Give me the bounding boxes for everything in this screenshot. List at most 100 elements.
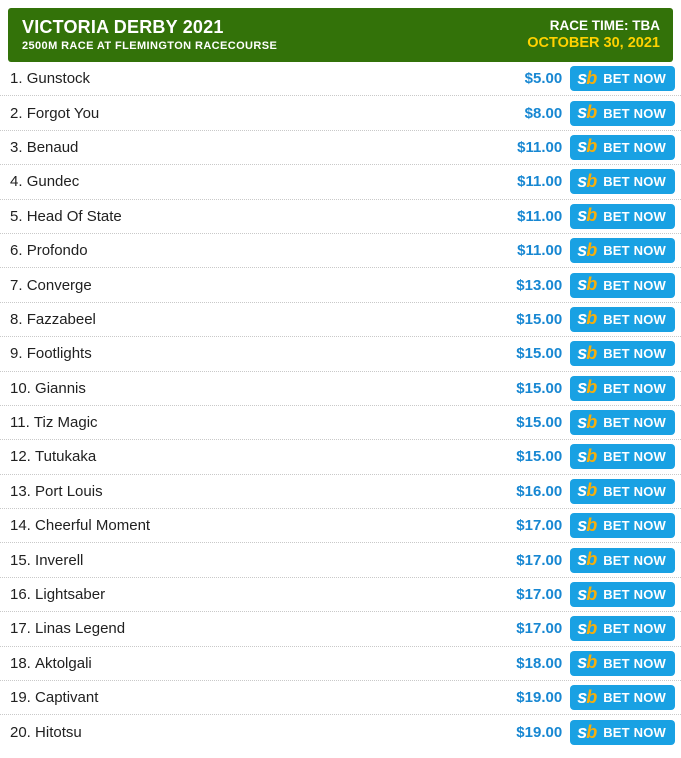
sportsbet-logo-s: s [577, 308, 587, 329]
sportsbet-logo-b: b [586, 480, 597, 501]
runner-number: 3. [10, 138, 23, 156]
runner-odds: $11.00 [517, 242, 563, 260]
sportsbet-logo-b: b [586, 239, 597, 260]
bet-now-button[interactable]: sb BET NOW [570, 134, 675, 160]
sportsbet-logo-s: s [577, 377, 587, 398]
bet-now-button[interactable]: sb BET NOW [570, 513, 675, 539]
runner-name: 10. Giannis [10, 380, 516, 397]
runner-row: 11. Tiz Magic $15.00 sb BET NOW [0, 406, 681, 441]
runner-number: 16. [10, 586, 31, 604]
bet-now-button[interactable]: sb BET NOW [570, 685, 675, 711]
runner-name-text: Captivant [35, 689, 99, 707]
bet-now-button[interactable]: sb BET NOW [570, 616, 675, 642]
sportsbet-logo-b: b [586, 583, 597, 604]
runner-row: 9. Footlights $15.00 sb BET NOW [0, 337, 681, 372]
bet-now-label: BET NOW [603, 518, 666, 534]
runner-name: 12. Tutukaka [10, 448, 516, 465]
runner-name: 9. Footlights [10, 345, 516, 362]
sportsbet-logo-b: b [586, 686, 597, 707]
bet-now-button[interactable]: sb BET NOW [570, 341, 675, 367]
sportsbet-logo-b: b [586, 102, 597, 123]
sportsbet-logo-icon: sb [577, 721, 597, 742]
sportsbet-logo-b: b [586, 67, 597, 88]
sportsbet-logo-s: s [577, 102, 587, 123]
runner-odds: $17.00 [516, 517, 563, 535]
bet-now-button[interactable]: sb BET NOW [570, 272, 675, 298]
bet-now-button[interactable]: sb BET NOW [570, 375, 675, 401]
sportsbet-logo-b: b [586, 377, 597, 398]
runner-number: 11. [10, 414, 30, 432]
runner-row: 3. Benaud $11.00 sb BET NOW [0, 131, 681, 166]
runner-row: 13. Port Louis $16.00 sb BET NOW [0, 475, 681, 510]
sportsbet-logo-s: s [577, 480, 587, 501]
sportsbet-logo-b: b [586, 205, 597, 226]
sportsbet-logo-icon: sb [577, 619, 597, 637]
bet-now-label: BET NOW [603, 415, 666, 431]
sportsbet-logo-s: s [577, 686, 587, 707]
sportsbet-logo-s: s [577, 583, 587, 604]
runner-number: 2. [10, 104, 23, 122]
bet-now-button[interactable]: sb BET NOW [570, 203, 675, 229]
sportsbet-logo-b: b [586, 136, 597, 157]
runner-odds: $15.00 [516, 310, 563, 328]
runner-name: 5. Head Of State [10, 208, 517, 225]
bet-now-button[interactable]: sb BET NOW [570, 582, 675, 608]
bet-now-button[interactable]: sb BET NOW [570, 720, 675, 746]
bet-now-button[interactable]: sb BET NOW [570, 100, 675, 126]
runner-row: 18. Aktolgali $18.00 sb BET NOW [0, 647, 681, 682]
bet-now-button[interactable]: sb BET NOW [570, 66, 675, 92]
runner-name-text: Gunstock [26, 70, 91, 88]
bet-now-button[interactable]: sb BET NOW [570, 169, 675, 195]
runner-number: 1. [10, 70, 23, 88]
bet-now-label: BET NOW [603, 277, 666, 293]
runner-name-text: Forgot You [26, 104, 100, 122]
runner-row: 5. Head Of State $11.00 sb BET NOW [0, 200, 681, 234]
sportsbet-logo-icon: sb [577, 377, 597, 398]
runner-number: 8. [10, 310, 23, 328]
runner-number: 12. [10, 448, 31, 466]
bet-now-label: BET NOW [603, 71, 666, 87]
runner-name: 15. Inverell [10, 552, 516, 569]
sportsbet-logo-icon: sb [577, 136, 597, 157]
sportsbet-logo-s: s [577, 170, 587, 191]
bet-now-label: BET NOW [603, 346, 666, 362]
sportsbet-logo-b: b [586, 721, 597, 742]
sportsbet-logo-b: b [586, 411, 597, 432]
sportsbet-logo-s: s [577, 342, 587, 363]
runner-name-text: Gundec [26, 173, 80, 191]
bet-now-label: BET NOW [603, 243, 666, 259]
bet-now-button[interactable]: sb BET NOW [570, 650, 675, 676]
runner-name: 16. Lightsaber [10, 586, 516, 603]
runner-name: 1. Gunstock [10, 70, 525, 87]
bet-now-button[interactable]: sb BET NOW [570, 478, 675, 504]
runner-name: 14. Cheerful Moment [10, 517, 516, 534]
sportsbet-logo-icon: sb [577, 67, 597, 88]
runner-number: 14. [10, 517, 31, 535]
sportsbet-logo-s: s [577, 205, 587, 226]
runner-number: 5. [10, 207, 23, 225]
sportsbet-logo-icon: sb [577, 447, 597, 465]
bet-now-button[interactable]: sb BET NOW [570, 444, 675, 470]
runner-odds: $11.00 [517, 207, 563, 225]
bet-now-button[interactable]: sb BET NOW [570, 410, 675, 436]
bet-now-label: BET NOW [603, 139, 666, 155]
runner-name: 7. Converge [10, 277, 516, 294]
sportsbet-logo-icon: sb [577, 275, 597, 293]
runner-odds: $18.00 [516, 654, 563, 672]
sportsbet-logo-icon: sb [577, 308, 597, 329]
bet-now-label: BET NOW [603, 655, 666, 671]
runner-name: 20. Hitotsu [10, 724, 516, 741]
sportsbet-logo-icon: sb [577, 342, 597, 363]
runner-name: 4. Gundec [10, 173, 517, 190]
runner-row: 10. Giannis $15.00 sb BET NOW [0, 372, 681, 406]
bet-now-button[interactable]: sb BET NOW [570, 238, 675, 264]
runner-name-text: Linas Legend [35, 620, 126, 638]
bet-now-button[interactable]: sb BET NOW [570, 547, 675, 573]
sportsbet-logo-s: s [577, 411, 587, 432]
sportsbet-logo-s: s [577, 67, 587, 88]
bet-now-button[interactable]: sb BET NOW [570, 306, 675, 332]
runner-number: 9. [10, 345, 23, 363]
runner-odds: $13.00 [516, 276, 563, 294]
runner-name-text: Benaud [26, 138, 79, 156]
bet-now-label: BET NOW [603, 105, 666, 121]
